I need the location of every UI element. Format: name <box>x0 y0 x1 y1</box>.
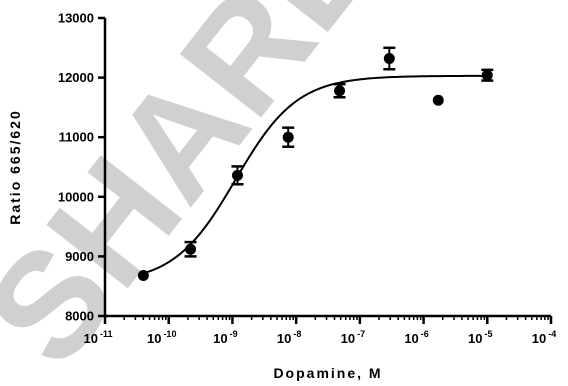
fit-curve-group <box>143 74 488 275</box>
x-tick-label: 10 -9 <box>213 329 237 346</box>
x-axis-title: Dopamine, M <box>273 365 382 381</box>
y-tick-label: 12000 <box>58 70 94 85</box>
y-tick-label: 11000 <box>59 130 94 145</box>
y-tick-label: 9000 <box>65 249 94 264</box>
y-axis-title: Ratio 665/620 <box>7 109 23 225</box>
fit-curve <box>143 74 488 275</box>
data-point <box>432 94 444 106</box>
data-point <box>185 243 197 255</box>
x-axis: 10 -11 10 -10 10 -9 10 -8 10 -7 10 -6 10 -5 10 -4 <box>84 314 556 346</box>
x-tick-label: 10 -8 <box>277 329 301 346</box>
x-tick-label: 10 -5 <box>468 329 492 346</box>
y-tick-label: 8000 <box>65 309 94 324</box>
x-tick-label: 10 -4 <box>532 329 556 346</box>
data-point <box>282 131 294 143</box>
data-point <box>334 85 346 97</box>
y-tick-label: 10000 <box>58 189 94 204</box>
x-tick-label: 10 -10 <box>147 329 176 346</box>
data-point <box>383 53 395 65</box>
data-point <box>137 269 149 281</box>
x-tick-label: 10 -6 <box>404 329 428 346</box>
data-points-group <box>137 46 494 281</box>
y-axis: 8000 9000 10000 11000 12000 13000 <box>58 11 107 324</box>
data-point <box>231 169 243 181</box>
x-tick-label: 10 -11 <box>84 329 113 346</box>
x-tick-label: 10 -7 <box>341 329 365 346</box>
y-tick-label: 13000 <box>58 11 94 26</box>
data-point <box>481 69 493 81</box>
